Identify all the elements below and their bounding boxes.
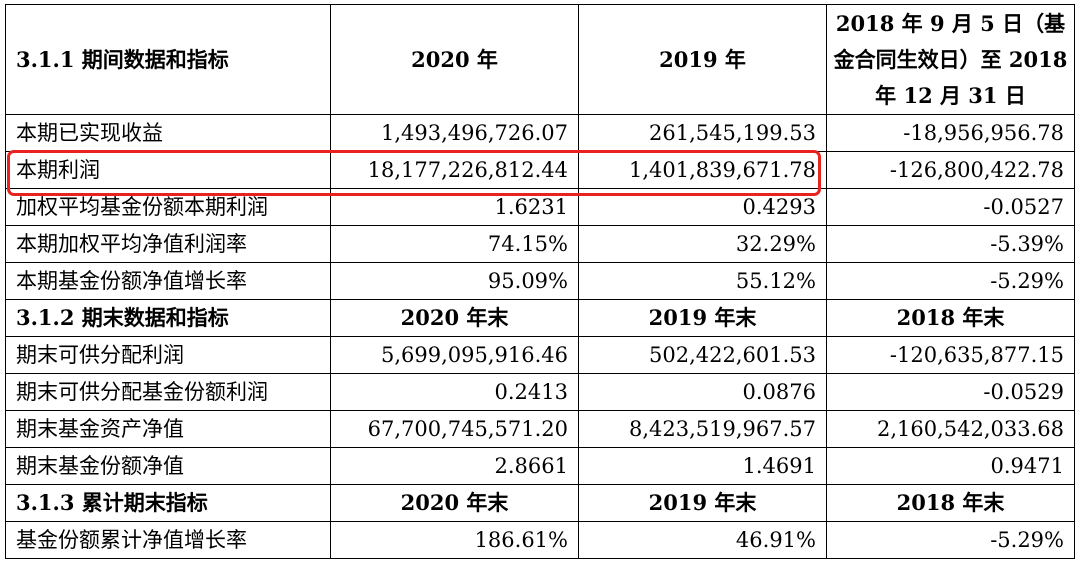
- row-label: 本期基金份额净值增长率: [5, 262, 331, 300]
- table-row: 基金份额累计净值增长率 186.61% 46.91% -5.29%: [5, 521, 1075, 559]
- row-label: 期末可供分配基金份额利润: [5, 373, 331, 411]
- value-2020: 2.8661: [330, 447, 579, 485]
- column-header-2018: 2018 年 9 月 5 日（基金合同生效日）至 2018 年 12 月 31 …: [826, 4, 1075, 115]
- value-2018: -5.39%: [826, 225, 1075, 263]
- row-label: 期末基金资产净值: [5, 410, 331, 448]
- section-header-row: 3.1.3 累计期末指标 2020 年末 2019 年末 2018 年末: [5, 484, 1075, 522]
- table-row: 期末基金资产净值 67,700,745,571.20 8,423,519,967…: [5, 410, 1075, 448]
- value-2018: -0.0529: [826, 373, 1075, 411]
- financial-indicators-table: 3.1.1 期间数据和指标 2020 年 2019 年 2018 年 9 月 5…: [5, 4, 1075, 559]
- value-2018: -126,800,422.78: [826, 151, 1075, 189]
- value-2018: -5.29%: [826, 262, 1075, 300]
- section-header-row: 3.1.1 期间数据和指标 2020 年 2019 年 2018 年 9 月 5…: [5, 4, 1075, 115]
- value-2020: 95.09%: [330, 262, 579, 300]
- value-2018: -18,956,956.78: [826, 114, 1075, 152]
- value-2019: 1,401,839,671.78: [578, 151, 827, 189]
- value-2019: 55.12%: [578, 262, 827, 300]
- column-header-2018: 2018 年末: [826, 484, 1075, 522]
- value-2018: -120,635,877.15: [826, 336, 1075, 374]
- row-label: 期末基金份额净值: [5, 447, 331, 485]
- value-2020: 5,699,095,916.46: [330, 336, 579, 374]
- row-label: 本期加权平均净值利润率: [5, 225, 331, 263]
- value-2020: 1,493,496,726.07: [330, 114, 579, 152]
- column-header-2020: 2020 年末: [330, 484, 579, 522]
- value-2020: 186.61%: [330, 521, 579, 559]
- section-heading: 3.1.2 期末数据和指标: [5, 299, 331, 337]
- value-2019: 0.0876: [578, 373, 827, 411]
- row-label: 本期已实现收益: [5, 114, 331, 152]
- table-row: 本期加权平均净值利润率 74.15% 32.29% -5.39%: [5, 225, 1075, 263]
- value-2020: 67,700,745,571.20: [330, 410, 579, 448]
- table-row: 加权平均基金份额本期利润 1.6231 0.4293 -0.0527: [5, 188, 1075, 226]
- column-header-2020: 2020 年末: [330, 299, 579, 337]
- column-header-2019: 2019 年: [578, 4, 827, 115]
- section-heading: 3.1.3 累计期末指标: [5, 484, 331, 522]
- section-header-row: 3.1.2 期末数据和指标 2020 年末 2019 年末 2018 年末: [5, 299, 1075, 337]
- value-2020: 18,177,226,812.44: [330, 151, 579, 189]
- table-row: 期末可供分配利润 5,699,095,916.46 502,422,601.53…: [5, 336, 1075, 374]
- column-header-2019: 2019 年末: [578, 484, 827, 522]
- value-2018: -5.29%: [826, 521, 1075, 559]
- value-2020: 74.15%: [330, 225, 579, 263]
- column-header-2018: 2018 年末: [826, 299, 1075, 337]
- table-row: 期末基金份额净值 2.8661 1.4691 0.9471: [5, 447, 1075, 485]
- table-row: 期末可供分配基金份额利润 0.2413 0.0876 -0.0529: [5, 373, 1075, 411]
- column-header-2020: 2020 年: [330, 4, 579, 115]
- value-2020: 1.6231: [330, 188, 579, 226]
- value-2019: 46.91%: [578, 521, 827, 559]
- column-header-2019: 2019 年末: [578, 299, 827, 337]
- value-2018: 2,160,542,033.68: [826, 410, 1075, 448]
- value-2019: 261,545,199.53: [578, 114, 827, 152]
- value-2019: 1.4691: [578, 447, 827, 485]
- value-2019: 0.4293: [578, 188, 827, 226]
- table-row: 本期已实现收益 1,493,496,726.07 261,545,199.53 …: [5, 114, 1075, 152]
- row-label: 加权平均基金份额本期利润: [5, 188, 331, 226]
- value-2019: 502,422,601.53: [578, 336, 827, 374]
- row-label: 基金份额累计净值增长率: [5, 521, 331, 559]
- value-2018: -0.0527: [826, 188, 1075, 226]
- table-row: 本期基金份额净值增长率 95.09% 55.12% -5.29%: [5, 262, 1075, 300]
- value-2019: 32.29%: [578, 225, 827, 263]
- row-label: 本期利润: [5, 151, 331, 189]
- section-heading: 3.1.1 期间数据和指标: [5, 4, 331, 115]
- value-2019: 8,423,519,967.57: [578, 410, 827, 448]
- value-2018: 0.9471: [826, 447, 1075, 485]
- row-label: 期末可供分配利润: [5, 336, 331, 374]
- value-2020: 0.2413: [330, 373, 579, 411]
- table-row: 本期利润 18,177,226,812.44 1,401,839,671.78 …: [5, 151, 1075, 189]
